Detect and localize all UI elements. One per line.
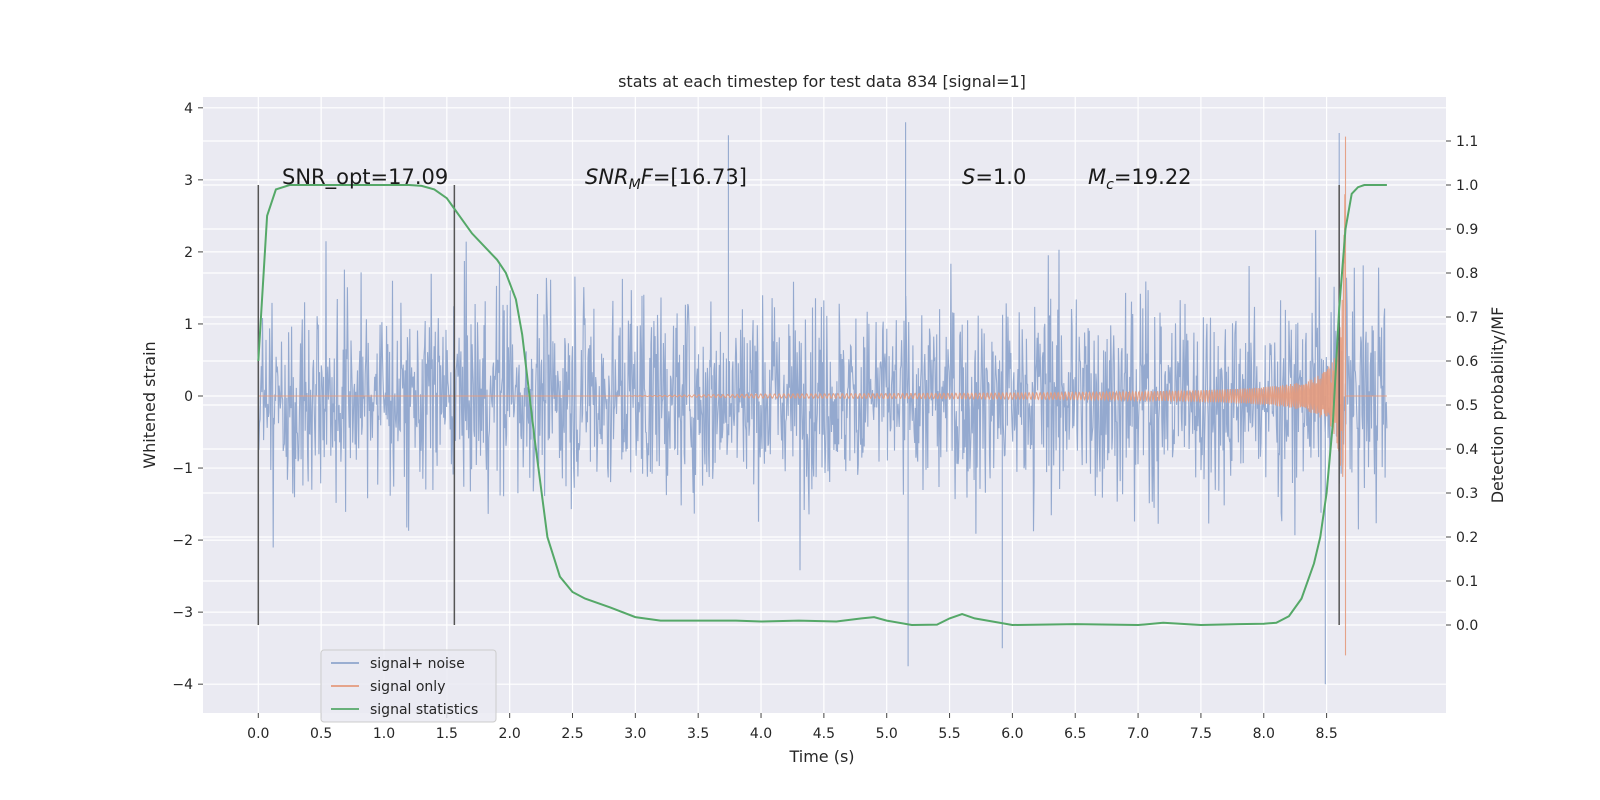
- y-tick-label: −3: [172, 605, 193, 621]
- legend: signal+ noise signal only signal statist…: [320, 649, 497, 723]
- x-tick-label: 0.5: [310, 726, 332, 742]
- stats-curve: [257, 184, 1387, 627]
- x-tick-label: 2.0: [499, 726, 521, 742]
- x-tick-label: 8.0: [1253, 726, 1275, 742]
- chart-title: stats at each timestep for test data 834…: [618, 72, 1026, 91]
- x-axis-ticks: 0.0 0.5 1.0 1.5 2.0 2.5 3.0 3.5 4.0 4.5 5.0 5.5 6.0 6…: [247, 713, 1338, 742]
- y-tick-label: −4: [172, 677, 193, 693]
- x-tick-label: 5.5: [938, 726, 960, 742]
- annotation-mc-sub: c: [1106, 177, 1114, 193]
- annotation-s-label: S: [962, 165, 975, 189]
- y2-axis-ticks: 1.1 1.0 0.9 0.8 0.7 0.6 0.5 0.4 0.3 0.2 0.1 0.0: [1446, 134, 1478, 634]
- y2-tick-label: 0.3: [1456, 486, 1478, 502]
- x-tick-label: 7.5: [1190, 726, 1212, 742]
- chirp-trace: [258, 136, 1387, 656]
- annotation-snr-mf-base: SNR: [585, 165, 629, 189]
- annotation-snr-mf: SNRMF=[16.73]: [585, 165, 747, 193]
- y2-tick-label: 0.6: [1456, 354, 1478, 370]
- annotation-snr-mf-sub: M: [629, 177, 641, 193]
- y2-tick-label: 0.1: [1456, 574, 1478, 590]
- series-signal-statistics: [257, 184, 1387, 627]
- y-axis-ticks: 4 3 2 1 0 −1 −2 −3 −4: [172, 101, 203, 693]
- y-tick-label: 4: [184, 101, 193, 117]
- y2-tick-label: 0.4: [1456, 442, 1478, 458]
- x-tick-label: 6.5: [1064, 726, 1086, 742]
- y-tick-label: 3: [184, 173, 193, 189]
- y2-tick-label: 0.5: [1456, 398, 1478, 414]
- legend-label-signal-statistics: signal statistics: [370, 702, 478, 718]
- y-tick-label: −1: [172, 461, 193, 477]
- series-signal-only: [258, 136, 1387, 656]
- annotation-snr-mf-value: =[16.73]: [653, 165, 747, 189]
- y2-tick-label: 0.2: [1456, 530, 1478, 546]
- x-axis-label: Time (s): [788, 747, 854, 766]
- x-tick-label: 7.0: [1127, 726, 1149, 742]
- x-tick-label: 4.5: [813, 726, 835, 742]
- annotation-s: S=1.0: [962, 165, 1026, 189]
- annotation-s-value: =1.0: [975, 165, 1026, 189]
- x-tick-label: 6.0: [1001, 726, 1023, 742]
- x-tick-label: 1.0: [373, 726, 395, 742]
- annotation-snr-opt: SNR_opt=17.09: [282, 165, 448, 190]
- series-signal-plus-noise: [257, 122, 1388, 685]
- legend-label-signal-plus-noise: signal+ noise: [370, 656, 465, 672]
- x-tick-label: 8.5: [1315, 726, 1337, 742]
- annotation-mc-label: M: [1088, 165, 1106, 189]
- annotation-mc: Mc=19.22: [1088, 165, 1192, 193]
- x-tick-label: 3.0: [624, 726, 646, 742]
- x-tick-label: 4.0: [750, 726, 772, 742]
- y-tick-label: 1: [184, 317, 193, 333]
- y-tick-label: −2: [172, 533, 193, 549]
- legend-box: [320, 649, 497, 723]
- x-tick-label: 1.5: [436, 726, 458, 742]
- y2-tick-label: 0.8: [1456, 266, 1478, 282]
- y2-tick-label: 0.0: [1456, 618, 1478, 634]
- vertical-markers: [257, 185, 1340, 625]
- y-tick-label: 2: [184, 245, 193, 261]
- annotation-snr-mf-tail: F: [641, 165, 654, 189]
- y2-axis-label: Detection probability/MF: [1488, 307, 1507, 504]
- x-tick-label: 0.0: [247, 726, 269, 742]
- noise-trace: [257, 122, 1388, 685]
- y2-tick-label: 0.9: [1456, 222, 1478, 238]
- y2-tick-label: 1.1: [1456, 134, 1478, 150]
- x-tick-label: 3.5: [687, 726, 709, 742]
- y2-tick-label: 1.0: [1456, 178, 1478, 194]
- annotation-mc-value: =19.22: [1114, 165, 1192, 189]
- x-tick-label: 2.5: [561, 726, 583, 742]
- legend-label-signal-only: signal only: [370, 679, 445, 695]
- y2-tick-label: 0.7: [1456, 310, 1478, 326]
- y-tick-label: 0: [184, 389, 193, 405]
- x-tick-label: 5.0: [876, 726, 898, 742]
- y-axis-label: Whitened strain: [140, 341, 159, 468]
